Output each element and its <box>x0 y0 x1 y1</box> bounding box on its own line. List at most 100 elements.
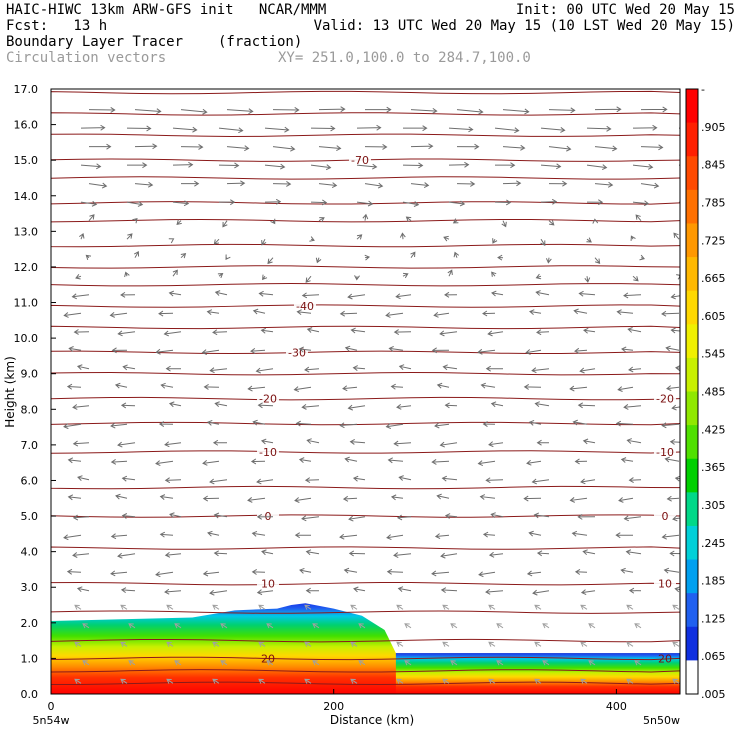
wind-vector <box>536 550 550 557</box>
contour-line-labeled <box>51 304 680 308</box>
colorbar-label: .665 <box>701 272 726 285</box>
wind-vector <box>586 199 604 206</box>
wind-vector <box>306 327 320 333</box>
colorbar-swatch <box>686 357 698 392</box>
wind-vector <box>482 531 496 538</box>
y-tick-label: 11.0 <box>14 297 39 310</box>
wind-vector <box>588 660 596 666</box>
wind-vector <box>80 200 98 207</box>
wind-vector <box>358 623 366 629</box>
wind-vector <box>202 570 220 577</box>
wind-vector <box>318 106 346 113</box>
wind-vector <box>214 401 228 408</box>
wind-vector <box>592 218 599 224</box>
colorbar-label: .785 <box>701 196 726 209</box>
wind-vector <box>168 238 175 244</box>
colorbar-label: .305 <box>701 499 726 512</box>
wind-vector <box>623 515 642 522</box>
wind-vector <box>251 530 266 537</box>
wind-vector <box>267 257 274 265</box>
wind-vector <box>450 660 458 666</box>
wind-vector <box>114 382 128 389</box>
wind-vector <box>405 216 412 222</box>
wind-vector <box>478 571 496 578</box>
colorbar-label: .245 <box>701 537 726 550</box>
wind-vector <box>301 515 320 522</box>
y-tick-label: 13.0 <box>14 225 39 238</box>
contour-label-bg <box>286 346 308 358</box>
wind-vector <box>396 604 404 610</box>
wind-vector <box>343 567 358 574</box>
wind-vector <box>672 641 680 647</box>
wind-vector <box>250 458 266 465</box>
wind-vector <box>385 423 404 430</box>
wind-vector <box>586 237 592 243</box>
wind-vector <box>155 571 174 578</box>
wind-vector <box>442 364 458 371</box>
wind-vector <box>580 678 588 684</box>
wind-vector <box>433 311 450 318</box>
wind-vector <box>442 604 450 610</box>
colorbar-label: .125 <box>701 612 726 625</box>
colorbar-swatch <box>686 660 698 695</box>
wind-vector <box>385 312 404 318</box>
wind-vector <box>485 588 504 595</box>
wind-vector <box>673 232 680 240</box>
wind-vector <box>68 346 82 352</box>
wind-vector <box>120 641 128 647</box>
wind-vector <box>485 365 504 372</box>
wind-vector <box>257 402 274 409</box>
wind-vector <box>117 552 136 559</box>
wind-vector <box>250 347 266 354</box>
wind-vector <box>85 254 92 261</box>
plot-frame <box>50 88 681 695</box>
wind-vector <box>63 423 82 430</box>
wind-vector <box>305 587 320 594</box>
wind-vector <box>579 367 596 374</box>
wind-vector <box>548 180 568 187</box>
wind-vector <box>362 213 369 221</box>
wind-vector <box>133 250 140 258</box>
y-tick-label: 4.0 <box>21 546 39 559</box>
wind-vector <box>172 269 178 277</box>
wind-vector <box>74 641 82 647</box>
wind-vector <box>672 515 680 522</box>
wind-vector <box>213 512 228 519</box>
wind-vector <box>529 309 542 315</box>
wind-vector <box>226 145 250 152</box>
wind-vector <box>477 348 496 355</box>
wind-vector <box>214 290 228 296</box>
wind-vector <box>272 181 292 187</box>
wind-vector <box>347 293 366 300</box>
wind-vector <box>172 126 198 133</box>
wind-vector <box>305 549 320 556</box>
wind-vector <box>675 365 680 371</box>
wind-vector <box>72 440 90 447</box>
wind-vector <box>639 254 645 261</box>
wind-vector <box>661 422 680 429</box>
wind-vector <box>440 552 458 559</box>
colorbar-swatch <box>686 559 698 594</box>
wind-vector <box>542 660 550 666</box>
wind-vector <box>364 182 384 189</box>
wind-vector <box>402 125 428 132</box>
wind-vector <box>180 144 204 150</box>
wind-vector <box>431 570 450 577</box>
wind-vector <box>74 604 82 610</box>
wind-vector <box>212 439 228 446</box>
wind-vector <box>479 494 496 500</box>
colorbar-label: - <box>701 83 705 96</box>
wind-vector <box>318 182 338 189</box>
colorbar-swatch <box>686 425 698 460</box>
contour-line <box>51 201 680 205</box>
wind-vector <box>354 275 360 281</box>
wind-vector <box>526 570 542 577</box>
wind-vector <box>574 347 588 354</box>
contour-line <box>51 133 680 137</box>
contour-line <box>51 243 680 248</box>
wind-vector <box>450 623 458 629</box>
wind-vector <box>626 678 634 684</box>
wind-vector <box>342 495 358 502</box>
wind-vector <box>218 127 244 134</box>
wind-vector <box>620 567 634 574</box>
